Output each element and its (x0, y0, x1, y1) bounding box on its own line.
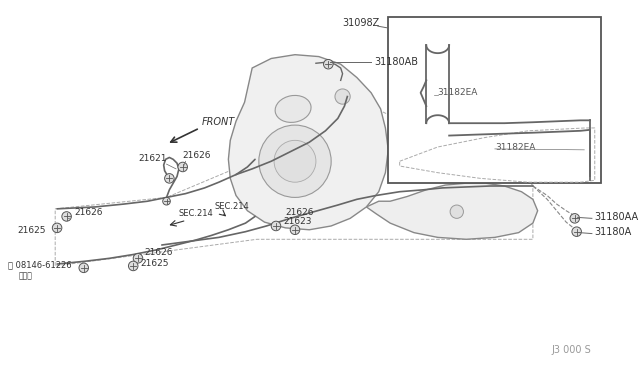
Circle shape (450, 205, 463, 218)
Polygon shape (228, 55, 388, 230)
Text: 21626: 21626 (285, 208, 314, 217)
Text: 31180A: 31180A (595, 228, 632, 237)
Text: Ⓑ 08146-61226: Ⓑ 08146-61226 (8, 261, 71, 270)
Circle shape (290, 225, 300, 234)
Circle shape (62, 212, 72, 221)
Circle shape (52, 223, 62, 232)
Text: J3 000 S: J3 000 S (552, 346, 591, 356)
Text: 31098Z: 31098Z (342, 18, 380, 28)
Text: 31180AB: 31180AB (374, 57, 418, 67)
Circle shape (79, 263, 88, 273)
Text: 31180AA: 31180AA (595, 212, 639, 222)
Text: FRONT: FRONT (202, 117, 235, 127)
Circle shape (133, 254, 143, 263)
Circle shape (584, 146, 592, 154)
Text: 21621: 21621 (138, 154, 166, 163)
Circle shape (164, 174, 174, 183)
Text: 21626: 21626 (182, 151, 211, 160)
Text: （１）: （１） (19, 271, 33, 280)
Circle shape (129, 261, 138, 271)
Text: 21626: 21626 (74, 208, 103, 218)
Circle shape (428, 89, 435, 97)
Circle shape (335, 89, 350, 104)
Circle shape (178, 162, 188, 172)
Circle shape (274, 140, 316, 182)
Circle shape (324, 60, 333, 69)
Ellipse shape (275, 96, 311, 122)
Circle shape (572, 227, 581, 237)
Text: 21625: 21625 (17, 226, 45, 235)
Text: 21623: 21623 (284, 217, 312, 226)
Circle shape (163, 198, 170, 205)
Text: SEC.214: SEC.214 (214, 202, 249, 211)
Text: 21625: 21625 (141, 259, 170, 268)
Text: 21626: 21626 (145, 247, 173, 257)
Text: SEC.214: SEC.214 (179, 209, 214, 218)
Bar (388, 17, 602, 183)
Text: 31182EA: 31182EA (438, 88, 478, 97)
Text: 31182EA: 31182EA (495, 143, 535, 152)
Circle shape (271, 221, 281, 231)
Polygon shape (366, 183, 538, 239)
Circle shape (570, 214, 580, 223)
Circle shape (259, 125, 331, 198)
